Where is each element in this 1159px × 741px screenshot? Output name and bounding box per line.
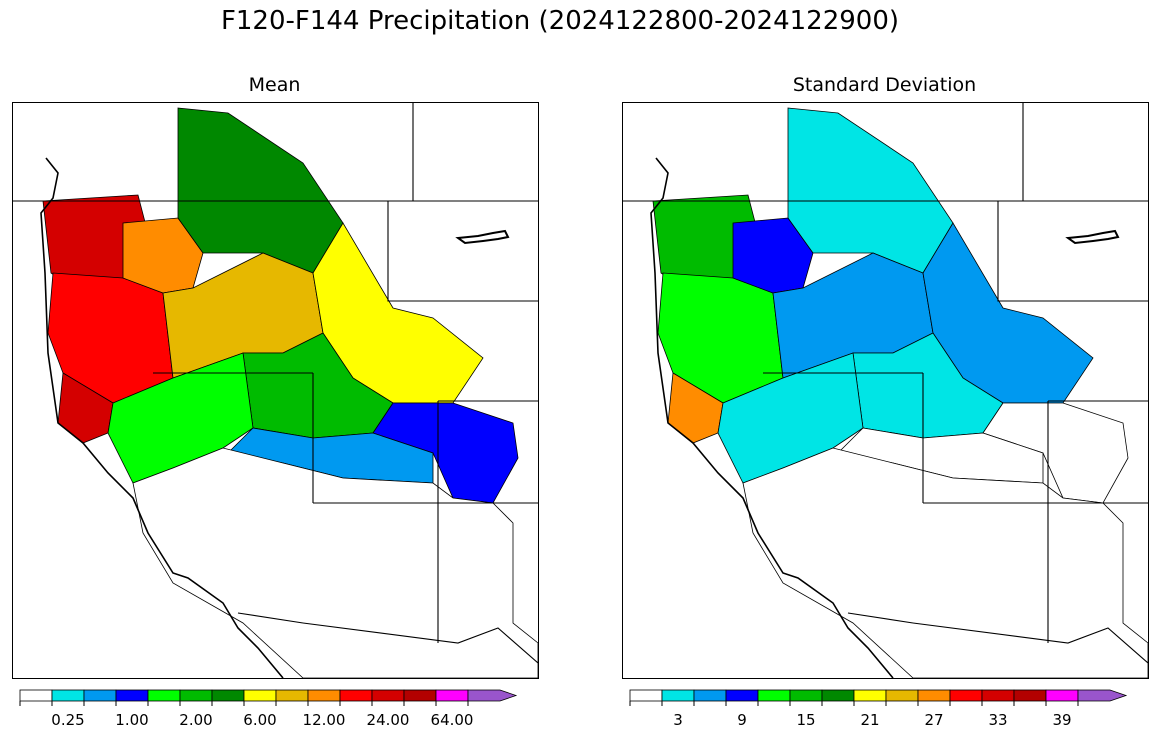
colorbar-mean [19, 689, 532, 710]
coastline [40, 157, 284, 678]
colorbar-label: 1.00 [115, 711, 149, 729]
colorbar-label: 12.00 [302, 711, 346, 729]
colorbar-label: 6.00 [243, 711, 277, 729]
map-mean-canvas [13, 103, 538, 678]
panel-title-mean: Mean [248, 74, 301, 96]
state-border-2 [387, 201, 538, 302]
colorbar-label: 64.00 [430, 711, 474, 729]
state-border-8 [847, 612, 914, 624]
colorbar-label: 0.25 [51, 711, 85, 729]
colorbar-swatch-12 [1013, 689, 1047, 702]
region-north-rockies [177, 107, 344, 274]
map-stddev-canvas [623, 103, 1148, 678]
colorbar-swatch-13 [435, 689, 469, 702]
colorbar-swatch-6 [821, 689, 855, 702]
colorbar-swatch-10 [339, 689, 373, 702]
region-north-rockies [787, 107, 954, 274]
colorbar-swatch-4 [757, 689, 791, 702]
panel-title-stddev: Standard Deviation [792, 74, 977, 96]
colorbar-label: 15 [796, 711, 816, 729]
colorbar-swatch-1 [51, 689, 85, 702]
colorbar-swatch-2 [83, 689, 117, 702]
region-coast-south [667, 372, 724, 444]
colorbar-label: 39 [1052, 711, 1072, 729]
colorbar-swatch-0 [629, 689, 663, 702]
colorbar-swatch-14 [467, 689, 518, 702]
colorbar-swatch-3 [115, 689, 149, 702]
colorbar-swatch-8 [885, 689, 919, 702]
colorbar-label: 27 [924, 711, 944, 729]
colorbar-swatch-5 [179, 689, 213, 702]
coastline [650, 157, 894, 678]
colorbar-label: 33 [988, 711, 1008, 729]
colorbar-swatch-10 [949, 689, 983, 702]
colorbar-stddev [629, 689, 1142, 710]
colorbar-label: 21 [860, 711, 880, 729]
colorbar-label: 3 [673, 711, 683, 729]
colorbar-swatch-12 [403, 689, 437, 702]
state-border-9 [302, 622, 538, 664]
region-coast-south [57, 372, 114, 444]
colorbar-swatch-0 [19, 689, 53, 702]
map-stddev [622, 102, 1149, 679]
colorbar-swatch-2 [693, 689, 727, 702]
colorbar-swatch-11 [981, 689, 1015, 702]
colorbar-swatch-11 [371, 689, 405, 702]
region-nevada-south [742, 447, 1148, 678]
lake-outline [455, 229, 510, 245]
colorbar-swatch-14 [1077, 689, 1128, 702]
figure-title: F120-F144 Precipitation (2024122800-2024… [220, 6, 900, 36]
colorbar-swatch-9 [307, 689, 341, 702]
colorbar-label: 9 [737, 711, 747, 729]
colorbar-swatch-9 [917, 689, 951, 702]
colorbar-swatch-3 [725, 689, 759, 702]
colorbar-swatch-4 [147, 689, 181, 702]
state-border-2 [997, 201, 1148, 302]
colorbar-swatch-1 [661, 689, 695, 702]
colorbar-swatch-5 [789, 689, 823, 702]
state-border-9 [912, 622, 1148, 664]
colorbar-swatch-7 [243, 689, 277, 702]
lake-outline [1065, 229, 1120, 245]
region-nevada-south [132, 447, 538, 678]
colorbar-swatch-7 [853, 689, 887, 702]
colorbar-label: 2.00 [179, 711, 213, 729]
colorbar-swatch-13 [1045, 689, 1079, 702]
colorbar-swatch-6 [211, 689, 245, 702]
map-mean [12, 102, 539, 679]
colorbar-swatch-8 [275, 689, 309, 702]
colorbar-label: 24.00 [366, 711, 410, 729]
state-border-8 [237, 612, 304, 624]
